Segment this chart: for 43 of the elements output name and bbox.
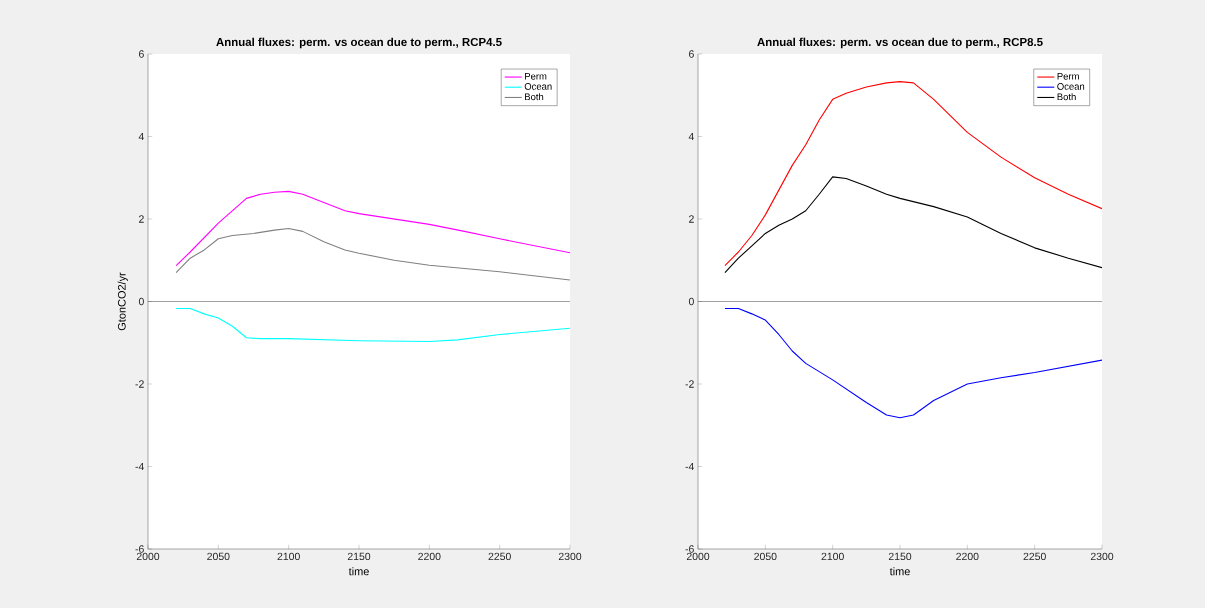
legend-label: Both (525, 93, 544, 101)
legend-label: Both (1057, 93, 1076, 101)
x-tick-label: 2300 (1090, 552, 1114, 561)
x-tick-label: 2200 (956, 552, 979, 561)
x-axis-title: time (889, 567, 910, 576)
y-tick-label: 0 (688, 297, 694, 306)
y-tick-label: 6 (689, 50, 694, 58)
y-tick-label: 2 (689, 215, 694, 223)
y-tick-label: -4 (685, 462, 695, 471)
legend-label: Ocean (524, 83, 552, 90)
line-series (724, 307, 1103, 419)
line-series (175, 307, 571, 343)
y-tick-label: -2 (685, 380, 694, 388)
legend-label: Perm (1057, 73, 1079, 80)
y-tick-label: 4 (688, 132, 695, 141)
line-series (724, 176, 1103, 274)
x-tick-label: 2000 (136, 552, 160, 561)
x-tick-label: 2050 (207, 552, 230, 561)
x-tick-label: 2100 (821, 552, 844, 561)
x-tick-label: 2000 (686, 552, 710, 561)
x-tick-label: 2250 (1023, 552, 1046, 561)
x-tick-label: 2050 (754, 552, 777, 561)
chart-title: Annual fluxes: perm. vs ocean due to perm., RCP4.5 (216, 37, 502, 49)
y-tick-label: -6 (135, 545, 144, 553)
x-tick-label: 2200 (418, 552, 441, 561)
chart-title: Annual fluxes: perm. vs ocean due to perm., RCP8.5 (757, 37, 1043, 49)
x-tick-label: 2150 (888, 552, 912, 561)
line-series (724, 81, 1103, 267)
legend-label: Ocean (1057, 83, 1085, 90)
y-tick-label: 2 (139, 215, 144, 223)
x-tick-label: 2250 (488, 552, 511, 561)
y-tick-label: -6 (685, 545, 694, 553)
x-tick-label: 2300 (558, 552, 582, 561)
y-tick-label: 4 (138, 132, 144, 141)
y-tick-label: -2 (135, 380, 144, 388)
x-tick-label: 2100 (277, 552, 300, 561)
x-tick-label: 2150 (347, 552, 371, 561)
y-tick-label: 0 (138, 297, 144, 306)
y-axis-title: GtonCO2/yr (117, 272, 128, 331)
legend-label: Perm (525, 73, 547, 80)
y-tick-label: -4 (135, 462, 144, 471)
y-tick-label: 6 (139, 50, 144, 58)
x-axis-title: time (348, 567, 369, 576)
